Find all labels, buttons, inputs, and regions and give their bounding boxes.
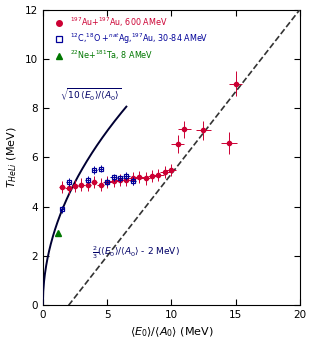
Y-axis label: $T_{HeLi}$ (MeV): $T_{HeLi}$ (MeV) xyxy=(6,127,19,188)
Text: $\frac{2}{3}(\langle E_0\rangle/\langle A_0\rangle$ - 2 MeV$)$: $\frac{2}{3}(\langle E_0\rangle/\langle … xyxy=(92,244,179,261)
X-axis label: $\langle E_0\rangle/\langle A_0\rangle$ (MeV): $\langle E_0\rangle/\langle A_0\rangle$ … xyxy=(129,326,213,339)
Text: $\sqrt{10\,\langle E_0\rangle/\langle A_0\rangle}$: $\sqrt{10\,\langle E_0\rangle/\langle A_… xyxy=(60,87,121,103)
Legend: $^{197}$Au+$^{197}$Au, 600 AMeV, $^{12}$C,$^{18}$O +$^{nat}$Ag,$^{197}$Au, 30-84: $^{197}$Au+$^{197}$Au, 600 AMeV, $^{12}$… xyxy=(49,13,210,63)
